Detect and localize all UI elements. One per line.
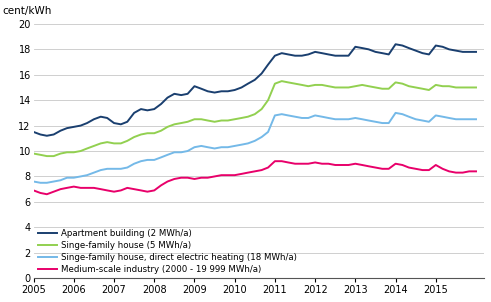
Medium-scale industry (2000 - 19 999 MWh/a) [91,186,97,190]
Medium-scale industry (2000 - 19 999 MWh/a) [380,167,385,171]
Singe-family house (5 MWh/a) [218,119,224,122]
Singe-family house (5 MWh/a) [239,116,245,120]
Line: Singe-family house (5 MWh/a): Singe-family house (5 MWh/a) [33,81,476,156]
Medium-scale industry (2000 - 19 999 MWh/a) [44,192,50,196]
Apartment building (2 MWh/a) [393,43,399,46]
Singe-family house (5 MWh/a) [380,87,385,91]
Apartment building (2 MWh/a) [239,86,245,89]
Singe-family house (5 MWh/a) [30,152,36,155]
Singe-family house, direct electric heating (18 MWh/a) [71,176,77,179]
Medium-scale industry (2000 - 19 999 MWh/a) [218,173,224,177]
Singe-family house, direct electric heating (18 MWh/a) [30,180,36,183]
Legend: Apartment building (2 MWh/a), Singe-family house (5 MWh/a), Singe-family house, : Apartment building (2 MWh/a), Singe-fami… [38,229,297,274]
Singe-family house (5 MWh/a) [446,84,452,88]
Singe-family house (5 MWh/a) [279,79,285,83]
Apartment building (2 MWh/a) [30,130,36,134]
Singe-family house (5 MWh/a) [44,154,50,158]
Singe-family house, direct electric heating (18 MWh/a) [91,171,97,175]
Text: cent/kWh: cent/kWh [2,6,52,16]
Medium-scale industry (2000 - 19 999 MWh/a) [71,185,77,188]
Medium-scale industry (2000 - 19 999 MWh/a) [239,172,245,176]
Singe-family house, direct electric heating (18 MWh/a) [37,181,43,185]
Line: Apartment building (2 MWh/a): Apartment building (2 MWh/a) [33,44,476,136]
Singe-family house, direct electric heating (18 MWh/a) [446,116,452,120]
Singe-family house, direct electric heating (18 MWh/a) [373,120,379,124]
Apartment building (2 MWh/a) [473,50,479,54]
Apartment building (2 MWh/a) [71,125,77,129]
Singe-family house, direct electric heating (18 MWh/a) [473,117,479,121]
Apartment building (2 MWh/a) [91,117,97,121]
Singe-family house, direct electric heating (18 MWh/a) [218,145,224,149]
Apartment building (2 MWh/a) [44,134,50,138]
Line: Medium-scale industry (2000 - 19 999 MWh/a): Medium-scale industry (2000 - 19 999 MWh… [33,161,476,194]
Apartment building (2 MWh/a) [218,89,224,93]
Singe-family house, direct electric heating (18 MWh/a) [393,111,399,115]
Singe-family house (5 MWh/a) [71,150,77,154]
Singe-family house (5 MWh/a) [91,144,97,148]
Medium-scale industry (2000 - 19 999 MWh/a) [446,169,452,173]
Medium-scale industry (2000 - 19 999 MWh/a) [272,159,278,163]
Medium-scale industry (2000 - 19 999 MWh/a) [473,169,479,173]
Apartment building (2 MWh/a) [446,47,452,51]
Apartment building (2 MWh/a) [373,50,379,54]
Medium-scale industry (2000 - 19 999 MWh/a) [30,189,36,192]
Singe-family house, direct electric heating (18 MWh/a) [239,143,245,146]
Singe-family house (5 MWh/a) [473,86,479,89]
Line: Singe-family house, direct electric heating (18 MWh/a): Singe-family house, direct electric heat… [33,113,476,183]
